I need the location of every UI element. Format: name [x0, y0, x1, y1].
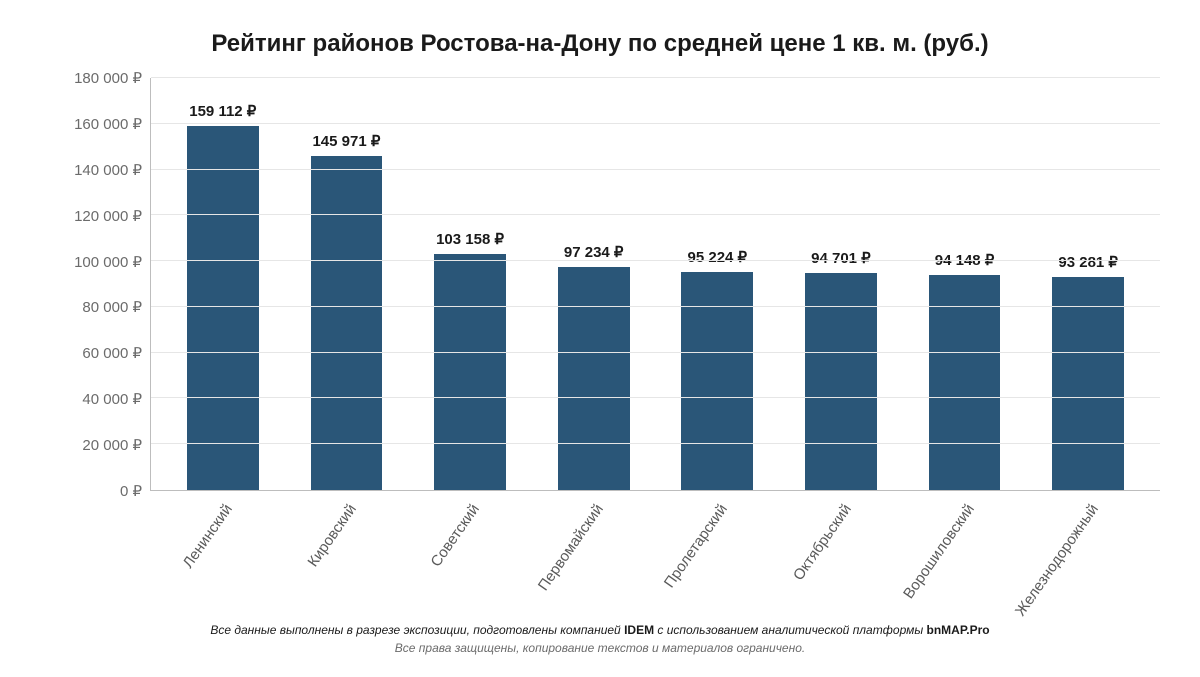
footer-text: с использованием аналитической платформы: [654, 623, 926, 637]
x-label-slot: Ворошиловский: [903, 491, 1027, 621]
bar-slot: 94 701 ₽: [779, 78, 903, 490]
x-tick-label: Железнодорожный: [1012, 501, 1102, 619]
bar-value-label: 103 158 ₽: [436, 230, 504, 248]
bar: [434, 254, 506, 490]
bar: [1052, 277, 1124, 491]
grid-line: [151, 123, 1160, 124]
bar: [311, 156, 383, 490]
y-tick-label: 20 000 ₽: [42, 436, 142, 454]
grid-line: [151, 77, 1160, 78]
footer: Все данные выполнены в разрезе экспозици…: [40, 621, 1160, 657]
bar-slot: 95 224 ₽: [656, 78, 780, 490]
bar: [558, 267, 630, 490]
y-tick-label: 40 000 ₽: [42, 390, 142, 408]
y-tick-label: 120 000 ₽: [42, 207, 142, 225]
bar-value-label: 97 234 ₽: [564, 243, 624, 261]
y-tick-label: 160 000 ₽: [42, 115, 142, 133]
chart-title: Рейтинг районов Ростова-на-Дону по средн…: [40, 30, 1160, 58]
y-tick-label: 80 000 ₽: [42, 298, 142, 316]
x-axis: Ленинский Кировский Советский Первомайский П…: [40, 491, 1160, 621]
y-tick-label: 180 000 ₽: [42, 69, 142, 87]
x-label-slot: Первомайский: [531, 491, 655, 621]
x-tick-label: Ленинский: [179, 501, 235, 571]
grid-line: [151, 169, 1160, 170]
x-label-slot: Советский: [408, 491, 532, 621]
footer-line-2: Все права защищены, копирование текстов …: [40, 639, 1160, 657]
grid-line: [151, 260, 1160, 261]
x-labels-group: Ленинский Кировский Советский Первомайский П…: [150, 491, 1160, 621]
x-label-slot: Ленинский: [160, 491, 284, 621]
bar-value-label: 159 112 ₽: [189, 102, 256, 120]
x-label-slot: Пролетарский: [655, 491, 779, 621]
y-axis: 0 ₽20 000 ₽40 000 ₽60 000 ₽80 000 ₽100 0…: [40, 78, 150, 491]
grid-line: [151, 306, 1160, 307]
grid-line: [151, 352, 1160, 353]
footer-text: Все данные выполнены в разрезе экспозици…: [210, 623, 624, 637]
y-tick-label: 0 ₽: [42, 482, 142, 500]
bar-slot: 159 112 ₽: [161, 78, 285, 490]
chart-container: Рейтинг районов Ростова-на-Дону по средн…: [0, 0, 1200, 677]
grid-line: [151, 397, 1160, 398]
x-tick-label: Первомайский: [535, 501, 607, 594]
footer-bold-1: IDEM: [624, 623, 654, 637]
x-tick-label: Кировский: [304, 501, 359, 570]
bar-slot: 94 148 ₽: [903, 78, 1027, 490]
grid-line: [151, 214, 1160, 215]
x-label-slot: Железнодорожный: [1026, 491, 1150, 621]
bar-value-label: 93 281 ₽: [1058, 253, 1118, 271]
x-tick-label: Советский: [428, 501, 483, 570]
bar: [681, 272, 753, 490]
bar-slot: 97 234 ₽: [532, 78, 656, 490]
y-tick-label: 60 000 ₽: [42, 344, 142, 362]
footer-bold-2: bnMAP.Pro: [927, 623, 990, 637]
bar-slot: 103 158 ₽: [408, 78, 532, 490]
bar-slot: 93 281 ₽: [1026, 78, 1150, 490]
bar-value-label: 94 701 ₽: [811, 249, 871, 267]
bar-value-label: 95 224 ₽: [688, 248, 748, 266]
bar-slot: 145 971 ₽: [285, 78, 409, 490]
x-tick-label: Октябрьский: [790, 501, 855, 584]
x-tick-label: Пролетарский: [661, 501, 731, 591]
x-tick-label: Ворошиловский: [901, 501, 979, 602]
x-label-slot: Кировский: [284, 491, 408, 621]
bar: [187, 126, 259, 490]
chart-area: 0 ₽20 000 ₽40 000 ₽60 000 ₽80 000 ₽100 0…: [40, 78, 1160, 491]
x-label-slot: Октябрьский: [779, 491, 903, 621]
bars-group: 159 112 ₽ 145 971 ₽ 103 158 ₽ 97 234 ₽ 95 22…: [151, 78, 1160, 490]
y-tick-label: 100 000 ₽: [42, 253, 142, 271]
y-tick-label: 140 000 ₽: [42, 161, 142, 179]
grid-line: [151, 443, 1160, 444]
bar-value-label: 145 971 ₽: [312, 132, 380, 150]
footer-line-1: Все данные выполнены в разрезе экспозици…: [40, 621, 1160, 639]
plot-area: 159 112 ₽ 145 971 ₽ 103 158 ₽ 97 234 ₽ 95 22…: [150, 78, 1160, 491]
